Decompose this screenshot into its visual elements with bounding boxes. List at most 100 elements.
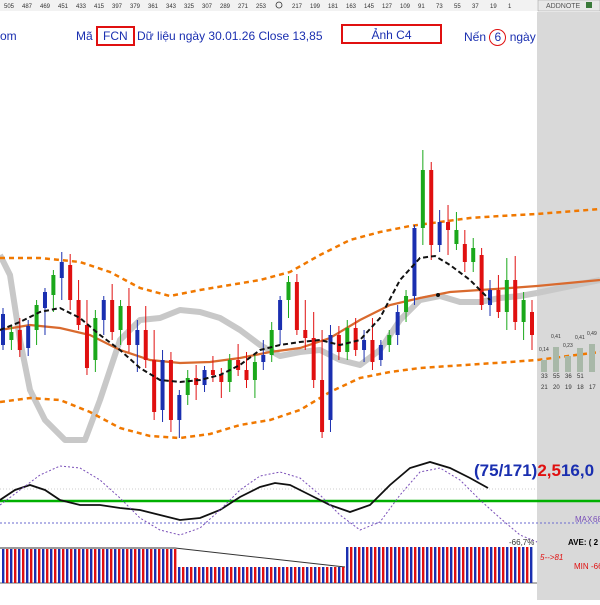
addnote-label[interactable]: ADDNOTE [546,3,581,10]
bottom-bar [30,549,33,583]
candle-body [17,330,22,350]
lower-band [0,350,600,440]
candle-body [143,330,148,360]
side-value-label: 0,23 [563,343,573,349]
top-scale-label: 19 [490,4,497,10]
bottom-bar [446,547,449,583]
bottom-bar [386,547,389,583]
bottom-bar [330,567,333,583]
bottom-bar [198,567,201,583]
candle-body [76,300,81,325]
ratio-part1: 2,5 [537,461,561,480]
candle-body [353,328,358,350]
bottom-bar [34,549,37,583]
green-marker-icon [586,2,592,8]
oscillator-purple-dotted [0,465,538,543]
bottom-bar [342,567,345,583]
bottom-bar [510,547,513,583]
side-mini-bar [541,360,547,372]
bottom-bar [374,547,377,583]
bottom-bar [394,547,397,583]
candle-body [177,395,182,420]
bottom-bar [306,567,309,583]
upper-band [0,207,600,298]
candle-body [110,300,115,332]
bottom-bar [258,567,261,583]
candle-body [362,340,367,350]
bottom-bar [214,567,217,583]
header-fragment: om [0,29,17,43]
candle-body [185,378,190,395]
top-scale-label: 433 [76,4,87,10]
side-bottom-label: 20 [553,385,560,391]
side-value-label: 0,41 [575,335,585,341]
side-mid-label: 36 [565,374,572,380]
bottom-bar [50,549,53,583]
bottom-bar [398,547,401,583]
top-scale-label: 37 [472,4,479,10]
bottom-bar [94,549,97,583]
candle-body [504,280,509,312]
bottom-bar [350,547,353,583]
bottom-bar [250,567,253,583]
top-scale-label: 397 [112,4,123,10]
top-scale-label: 469 [40,4,51,10]
top-scale-label: 325 [184,4,195,10]
candle-body [68,265,73,300]
bottom-bar [470,547,473,583]
bottom-bar [46,549,49,583]
bottom-bar [74,549,77,583]
bottom-bar [494,547,497,583]
bottom-bar [114,549,117,583]
top-scale-label: 217 [292,4,303,10]
bottom-bar [310,567,313,583]
bottom-bar [478,547,481,583]
bottom-bar [514,547,517,583]
bottom-bar [370,547,373,583]
candle-body [252,362,257,380]
bottom-bar [190,567,193,583]
top-scale-label: 109 [400,4,411,10]
main-plot [0,150,600,443]
bottom-bar [314,567,317,583]
candle-body [404,296,409,312]
bottom-bar [106,549,109,583]
bottom-bar [322,567,325,583]
addnote-box[interactable] [537,0,600,12]
max-value: 68 [593,515,600,524]
side-mini-bars: 0,14 21 33 0,41 20 55 0,23 19 36 0,41 18 51 0,49 17 [539,331,597,391]
bottom-bar [70,549,73,583]
bottom-bar [530,547,533,583]
bottom-bar [262,567,265,583]
candle-body [269,330,274,355]
data-date-text: Dữ liệu ngày 30.01.26 Close 13,85 [137,29,323,43]
bottom-bar [78,549,81,583]
candle-body [34,305,39,330]
bottom-bar [218,567,221,583]
bottom-bar [466,547,469,583]
bottom-bar [278,567,281,583]
bottom-bar [454,547,457,583]
bottom-bar [522,547,525,583]
max-label: MAX [575,515,593,524]
bottom-bar [414,547,417,583]
candle-body [118,306,123,330]
bottom-bar [126,549,129,583]
candle-body [84,325,89,368]
bottom-bar [270,567,273,583]
bottom-bar [62,549,65,583]
candle-body [194,378,199,385]
bottom-bar [2,549,5,583]
candle-body [446,222,451,230]
top-scale-labels: 505 487 469 451 433 415 397 379 361 343 325 307 289 2… [4,1,512,10]
bottom-bar [6,549,9,583]
bottom-bar [502,547,505,583]
top-scale-label: 163 [346,4,357,10]
top-scale-label: 361 [148,4,159,10]
bottom-bar [162,549,165,583]
top-scale-label: 505 [4,4,15,10]
candle-body [395,312,400,335]
bottom-bar [242,567,245,583]
top-scale-label: 199 [310,4,321,10]
